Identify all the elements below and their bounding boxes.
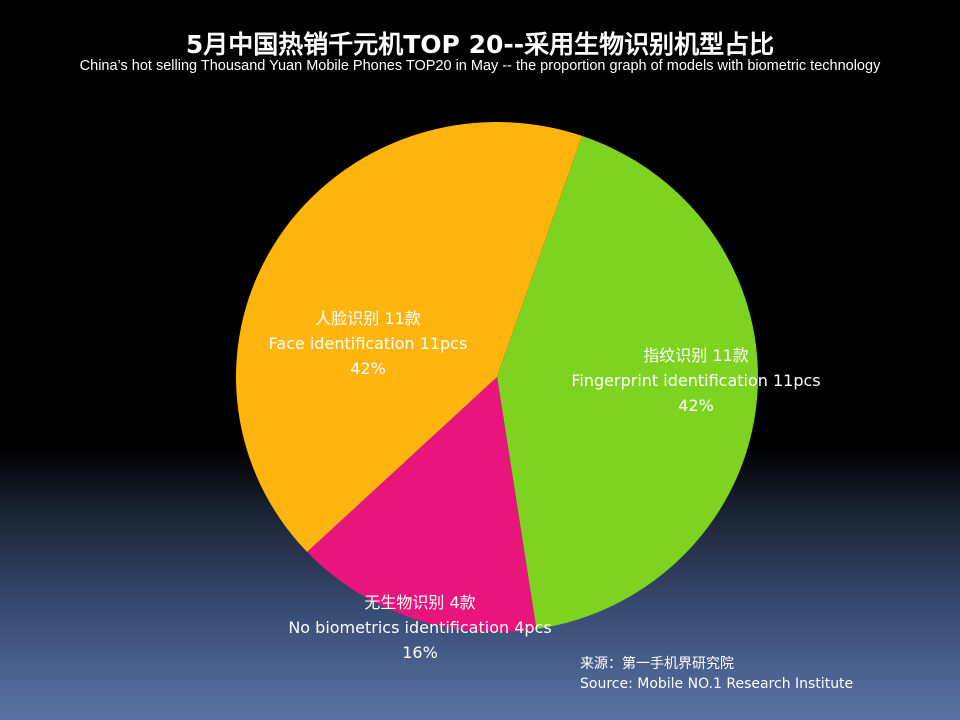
slice-label-no-biometrics: 无生物识别 4款 No biometrics identification 4p… bbox=[250, 590, 590, 665]
source-note: 来源：第一手机界研究院 Source: Mobile NO.1 Research… bbox=[580, 654, 853, 694]
pie-slice-fingerprint bbox=[497, 135, 758, 630]
chart-subtitle: China’s hot selling Thousand Yuan Mobile… bbox=[79, 58, 881, 74]
pie-slice-face bbox=[236, 121, 582, 552]
slice-label-face: 人脸识别 11款 Face identification 11pcs 42% bbox=[218, 306, 518, 381]
slice-label-face-cn: 人脸识别 11款 bbox=[315, 309, 421, 328]
chart-title: 5月中国热销千元机TOP 20--采用生物识别机型占比 bbox=[185, 30, 775, 59]
slice-label-fingerprint-en: Fingerprint identification 11pcs bbox=[571, 371, 821, 390]
slice-label-fingerprint-cn: 指纹识别 11款 bbox=[643, 346, 749, 365]
slice-label-no-biometrics-en: No biometrics identification 4pcs bbox=[288, 618, 552, 637]
slice-label-face-en: Face identification 11pcs bbox=[268, 334, 468, 353]
source-note-en: Source: Mobile NO.1 Research Institute bbox=[580, 676, 854, 692]
slice-label-face-percent: 42% bbox=[350, 359, 386, 378]
slice-label-no-biometrics-percent: 16% bbox=[402, 643, 438, 662]
slice-label-no-biometrics-cn: 无生物识别 4款 bbox=[364, 593, 476, 612]
slice-label-fingerprint: 指纹识别 11款 Fingerprint identification 11pc… bbox=[526, 343, 866, 418]
slice-label-fingerprint-percent: 42% bbox=[678, 396, 714, 415]
source-note-cn: 来源：第一手机界研究院 bbox=[580, 656, 734, 672]
pie-slice-no-biometrics bbox=[307, 377, 537, 632]
